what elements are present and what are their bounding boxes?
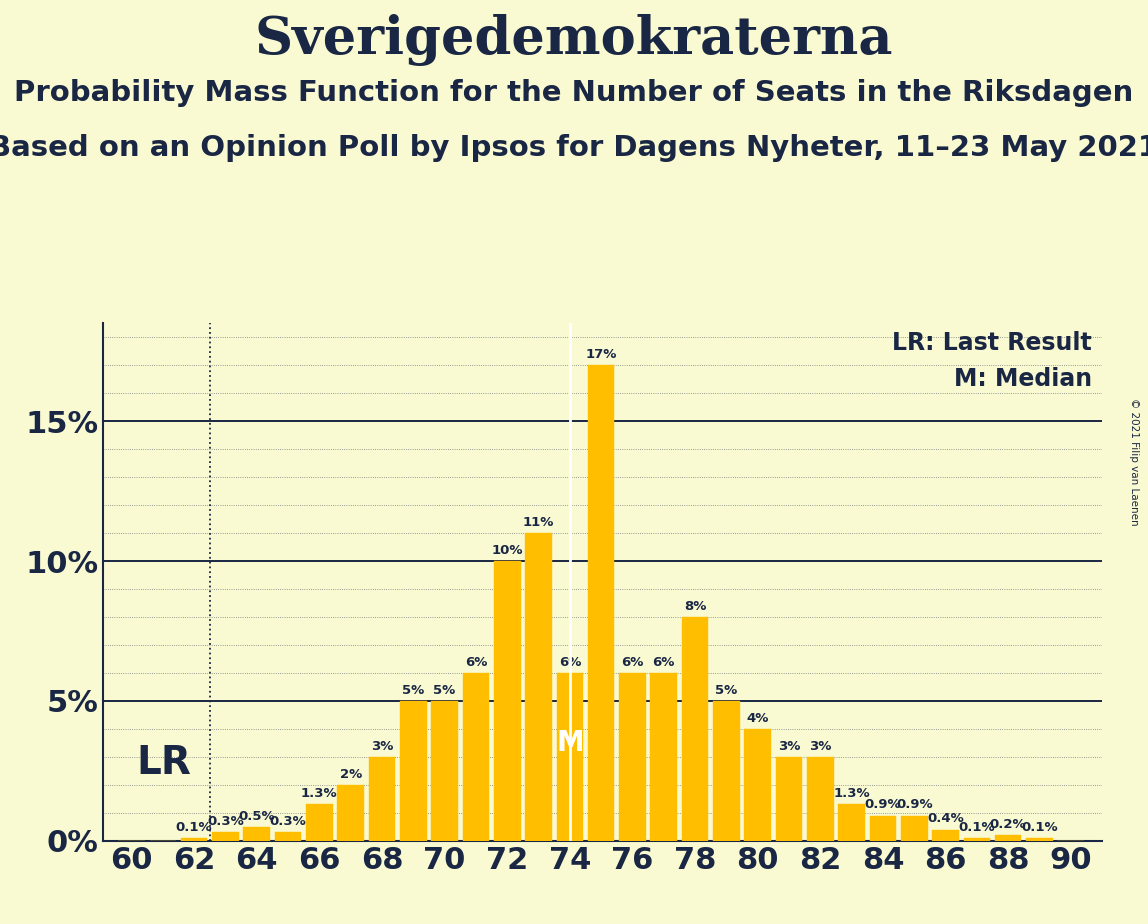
Text: M: M xyxy=(556,729,583,757)
Bar xyxy=(369,757,395,841)
Text: 0.5%: 0.5% xyxy=(239,809,276,822)
Text: LR: LR xyxy=(137,744,191,782)
Text: 0.1%: 0.1% xyxy=(959,821,995,833)
Text: 1.3%: 1.3% xyxy=(301,787,338,800)
Text: 6%: 6% xyxy=(465,656,487,669)
Text: 2%: 2% xyxy=(340,768,362,781)
Text: 0.2%: 0.2% xyxy=(990,818,1026,831)
Text: 0.1%: 0.1% xyxy=(1022,821,1057,833)
Bar xyxy=(651,673,677,841)
Bar xyxy=(619,673,646,841)
Text: 6%: 6% xyxy=(652,656,675,669)
Text: © 2021 Filip van Laenen: © 2021 Filip van Laenen xyxy=(1128,398,1139,526)
Bar xyxy=(870,816,897,841)
Bar xyxy=(713,701,739,841)
Text: 0.3%: 0.3% xyxy=(270,815,307,828)
Bar xyxy=(838,805,864,841)
Bar xyxy=(557,673,583,841)
Bar xyxy=(274,833,302,841)
Text: 0.9%: 0.9% xyxy=(895,798,932,811)
Bar xyxy=(901,816,928,841)
Text: 5%: 5% xyxy=(715,684,737,697)
Bar xyxy=(963,838,991,841)
Text: 0.4%: 0.4% xyxy=(928,812,964,825)
Bar xyxy=(400,701,427,841)
Bar xyxy=(432,701,458,841)
Bar xyxy=(995,835,1022,841)
Text: 10%: 10% xyxy=(491,544,523,557)
Text: Probability Mass Function for the Number of Seats in the Riksdagen: Probability Mass Function for the Number… xyxy=(15,79,1133,106)
Text: 0.1%: 0.1% xyxy=(176,821,212,833)
Bar xyxy=(744,729,771,841)
Bar xyxy=(776,757,802,841)
Text: 0.3%: 0.3% xyxy=(207,815,243,828)
Text: M: Median: M: Median xyxy=(954,368,1092,392)
Text: 5%: 5% xyxy=(434,684,456,697)
Bar xyxy=(526,533,552,841)
Text: 5%: 5% xyxy=(402,684,425,697)
Bar xyxy=(307,805,333,841)
Text: 0.9%: 0.9% xyxy=(864,798,901,811)
Text: LR: Last Result: LR: Last Result xyxy=(892,331,1092,355)
Bar xyxy=(181,838,208,841)
Bar xyxy=(338,784,364,841)
Bar xyxy=(243,827,270,841)
Bar xyxy=(494,561,520,841)
Bar xyxy=(807,757,833,841)
Text: 11%: 11% xyxy=(522,516,554,529)
Bar xyxy=(682,617,708,841)
Text: 1.3%: 1.3% xyxy=(833,787,870,800)
Bar xyxy=(212,833,239,841)
Text: 3%: 3% xyxy=(778,740,800,753)
Text: 3%: 3% xyxy=(371,740,393,753)
Text: 6%: 6% xyxy=(559,656,581,669)
Text: 8%: 8% xyxy=(684,600,706,613)
Text: 3%: 3% xyxy=(809,740,831,753)
Bar xyxy=(932,830,959,841)
Text: Sverigedemokraterna: Sverigedemokraterna xyxy=(255,14,893,66)
Bar xyxy=(588,365,614,841)
Bar xyxy=(1026,838,1053,841)
Text: 6%: 6% xyxy=(621,656,644,669)
Text: 17%: 17% xyxy=(585,348,616,361)
Text: 4%: 4% xyxy=(746,711,769,724)
Bar xyxy=(463,673,489,841)
Text: Based on an Opinion Poll by Ipsos for Dagens Nyheter, 11–23 May 2021: Based on an Opinion Poll by Ipsos for Da… xyxy=(0,134,1148,162)
